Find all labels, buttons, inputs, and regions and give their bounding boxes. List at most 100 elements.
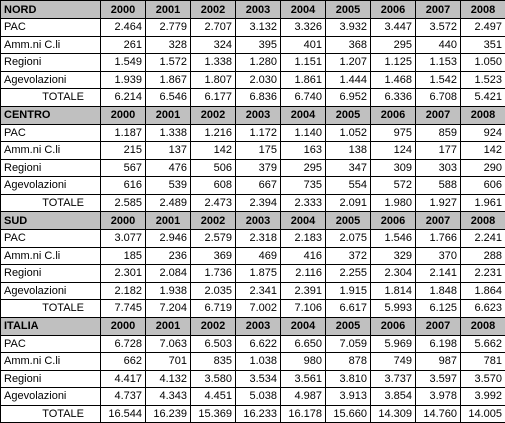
- cell-value: 2.231: [461, 265, 505, 283]
- cell-value: 379: [236, 159, 281, 177]
- cell-value: 2.333: [281, 194, 326, 212]
- year-header: 2003: [236, 317, 281, 335]
- cell-value: 1.542: [416, 71, 461, 89]
- row-label: TOTALE: [1, 194, 101, 212]
- cell-value: 3.978: [416, 388, 461, 406]
- cell-value: 1.187: [101, 124, 146, 142]
- cell-value: 6.622: [236, 335, 281, 353]
- cell-value: 554: [326, 177, 371, 195]
- cell-value: 2.341: [236, 282, 281, 300]
- cell-value: 1.861: [281, 71, 326, 89]
- cell-value: 185: [101, 247, 146, 265]
- cell-value: 4.737: [101, 388, 146, 406]
- cell-value: 2.304: [371, 265, 416, 283]
- cell-value: 2.255: [326, 265, 371, 283]
- cell-value: 1.927: [416, 194, 461, 212]
- cell-value: 1.523: [461, 71, 505, 89]
- cell-value: 7.106: [281, 300, 326, 318]
- cell-value: 1.848: [416, 282, 461, 300]
- row-label: Regioni: [1, 370, 101, 388]
- cell-value: 16.178: [281, 405, 326, 423]
- cell-value: 2.301: [101, 265, 146, 283]
- cell-value: 3.326: [281, 19, 326, 37]
- row-label: Amm.ni C.li: [1, 142, 101, 160]
- cell-value: 2.182: [101, 282, 146, 300]
- cell-value: 572: [371, 177, 416, 195]
- year-header: 2003: [236, 212, 281, 230]
- cell-value: 878: [326, 353, 371, 371]
- cell-value: 2.391: [281, 282, 326, 300]
- row-label: PAC: [1, 335, 101, 353]
- cell-value: 2.585: [101, 194, 146, 212]
- row-label: TOTALE: [1, 89, 101, 107]
- cell-value: 2.318: [236, 230, 281, 248]
- cell-value: 749: [371, 353, 416, 371]
- row-label: TOTALE: [1, 300, 101, 318]
- cell-value: 1.038: [236, 353, 281, 371]
- row-label: PAC: [1, 124, 101, 142]
- cell-value: 236: [146, 247, 191, 265]
- year-header: 2007: [416, 317, 461, 335]
- row-label: PAC: [1, 230, 101, 248]
- year-header: 2004: [281, 1, 326, 19]
- cell-value: 14.005: [461, 405, 505, 423]
- cell-value: 3.570: [461, 370, 505, 388]
- cell-value: 2.084: [146, 265, 191, 283]
- cell-value: 16.239: [146, 405, 191, 423]
- cell-value: 4.132: [146, 370, 191, 388]
- cell-value: 2.116: [281, 265, 326, 283]
- cell-value: 1.549: [101, 54, 146, 72]
- cell-value: 6.503: [191, 335, 236, 353]
- cell-value: 987: [416, 353, 461, 371]
- cell-value: 476: [146, 159, 191, 177]
- cell-value: 567: [101, 159, 146, 177]
- year-header: 2002: [191, 212, 236, 230]
- cell-value: 261: [101, 36, 146, 54]
- year-header: 2006: [371, 317, 416, 335]
- year-header: 2003: [236, 106, 281, 124]
- cell-value: 924: [461, 124, 505, 142]
- cell-value: 163: [281, 142, 326, 160]
- year-header: 2005: [326, 106, 371, 124]
- cell-value: 7.063: [146, 335, 191, 353]
- cell-value: 1.572: [146, 54, 191, 72]
- cell-value: 6.719: [191, 300, 236, 318]
- cell-value: 1.207: [326, 54, 371, 72]
- cell-value: 1.153: [416, 54, 461, 72]
- cell-value: 1.546: [371, 230, 416, 248]
- cell-value: 5.969: [371, 335, 416, 353]
- cell-value: 3.447: [371, 19, 416, 37]
- row-label: Regioni: [1, 159, 101, 177]
- cell-value: 6.198: [416, 335, 461, 353]
- year-header: 2004: [281, 106, 326, 124]
- cell-value: 16.544: [101, 405, 146, 423]
- cell-value: 667: [236, 177, 281, 195]
- cell-value: 3.913: [326, 388, 371, 406]
- cell-value: 1.151: [281, 54, 326, 72]
- cell-value: 2.035: [191, 282, 236, 300]
- cell-value: 662: [101, 353, 146, 371]
- cell-value: 369: [191, 247, 236, 265]
- cell-value: 3.932: [326, 19, 371, 37]
- cell-value: 124: [371, 142, 416, 160]
- year-header: 2001: [146, 317, 191, 335]
- cell-value: 6.214: [101, 89, 146, 107]
- year-header: 2003: [236, 1, 281, 19]
- cell-value: 324: [191, 36, 236, 54]
- year-header: 2008: [461, 212, 505, 230]
- cell-value: 309: [371, 159, 416, 177]
- cell-value: 616: [101, 177, 146, 195]
- cell-value: 6.952: [326, 89, 371, 107]
- cell-value: 701: [146, 353, 191, 371]
